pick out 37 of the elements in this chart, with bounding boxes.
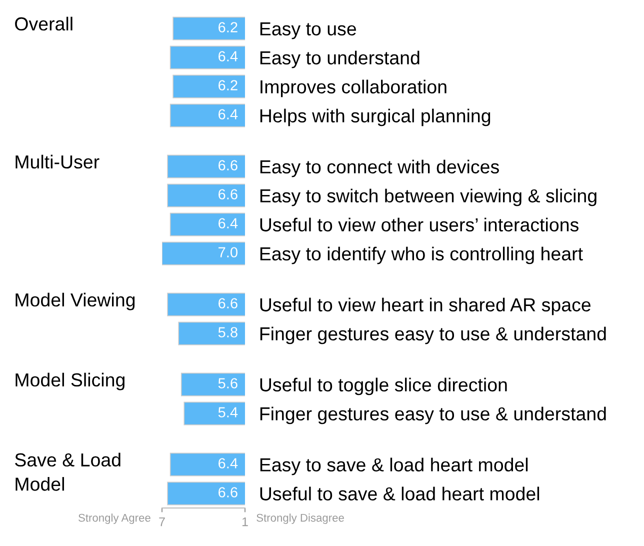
data-label: 6.4 bbox=[218, 51, 238, 62]
y-tick-label: Easy to understand bbox=[260, 50, 420, 68]
y-tick-label: Easy to connect with devices bbox=[260, 160, 499, 178]
data-label: 6.6 bbox=[218, 298, 238, 308]
data-label: 5.8 bbox=[218, 327, 238, 338]
chart-title: Multi-User bbox=[16, 154, 100, 169]
chart-title: Overall bbox=[15, 16, 72, 31]
y-tick-label: Helps with surgical planning bbox=[260, 108, 490, 126]
y-tick-label: Finger gestures easy to use & understand bbox=[260, 326, 606, 344]
data-label: 6.4 bbox=[218, 218, 238, 228]
x-tick-label: 1 bbox=[242, 517, 248, 526]
chart-title: Model Viewing bbox=[16, 292, 135, 310]
y-tick-label: Easy to switch between viewing & slicing bbox=[260, 188, 596, 206]
y-tick-label: Easy to save & load heart model bbox=[260, 458, 528, 476]
data-label: 7.0 bbox=[218, 247, 238, 258]
y-tick-label: Useful to view other users’ interactions bbox=[260, 218, 578, 232]
data-label: 6.6 bbox=[218, 487, 238, 498]
text: Strongly Disagree bbox=[256, 514, 344, 524]
data-label: 6.4 bbox=[218, 458, 238, 468]
y-tick-label: Improves collaboration bbox=[260, 80, 446, 98]
y-tick-label: Easy to use bbox=[260, 22, 356, 40]
text: Strongly Agree bbox=[78, 514, 150, 524]
data-label: 6.6 bbox=[218, 189, 238, 200]
chart-title: Model Slicing bbox=[16, 372, 124, 390]
data-label: 6.2 bbox=[218, 22, 238, 32]
text: Save & Load Model bbox=[15, 452, 120, 491]
y-tick-label: Easy to identify who is controlling heart bbox=[260, 246, 583, 264]
data-label: 6.2 bbox=[218, 80, 238, 90]
y-tick-label: Finger gestures easy to use & understand bbox=[260, 406, 606, 424]
x-tick-label: 7 bbox=[159, 517, 165, 526]
data-label: 5.6 bbox=[218, 378, 238, 388]
data-label: 6.4 bbox=[218, 109, 238, 120]
y-tick-label: Useful to save & load heart model bbox=[260, 486, 540, 500]
data-label: 6.6 bbox=[218, 160, 238, 170]
data-label: 5.4 bbox=[218, 407, 238, 418]
y-tick-label: Useful to view heart in shared AR space bbox=[260, 298, 591, 316]
y-tick-label: Useful to toggle slice direction bbox=[260, 378, 507, 396]
